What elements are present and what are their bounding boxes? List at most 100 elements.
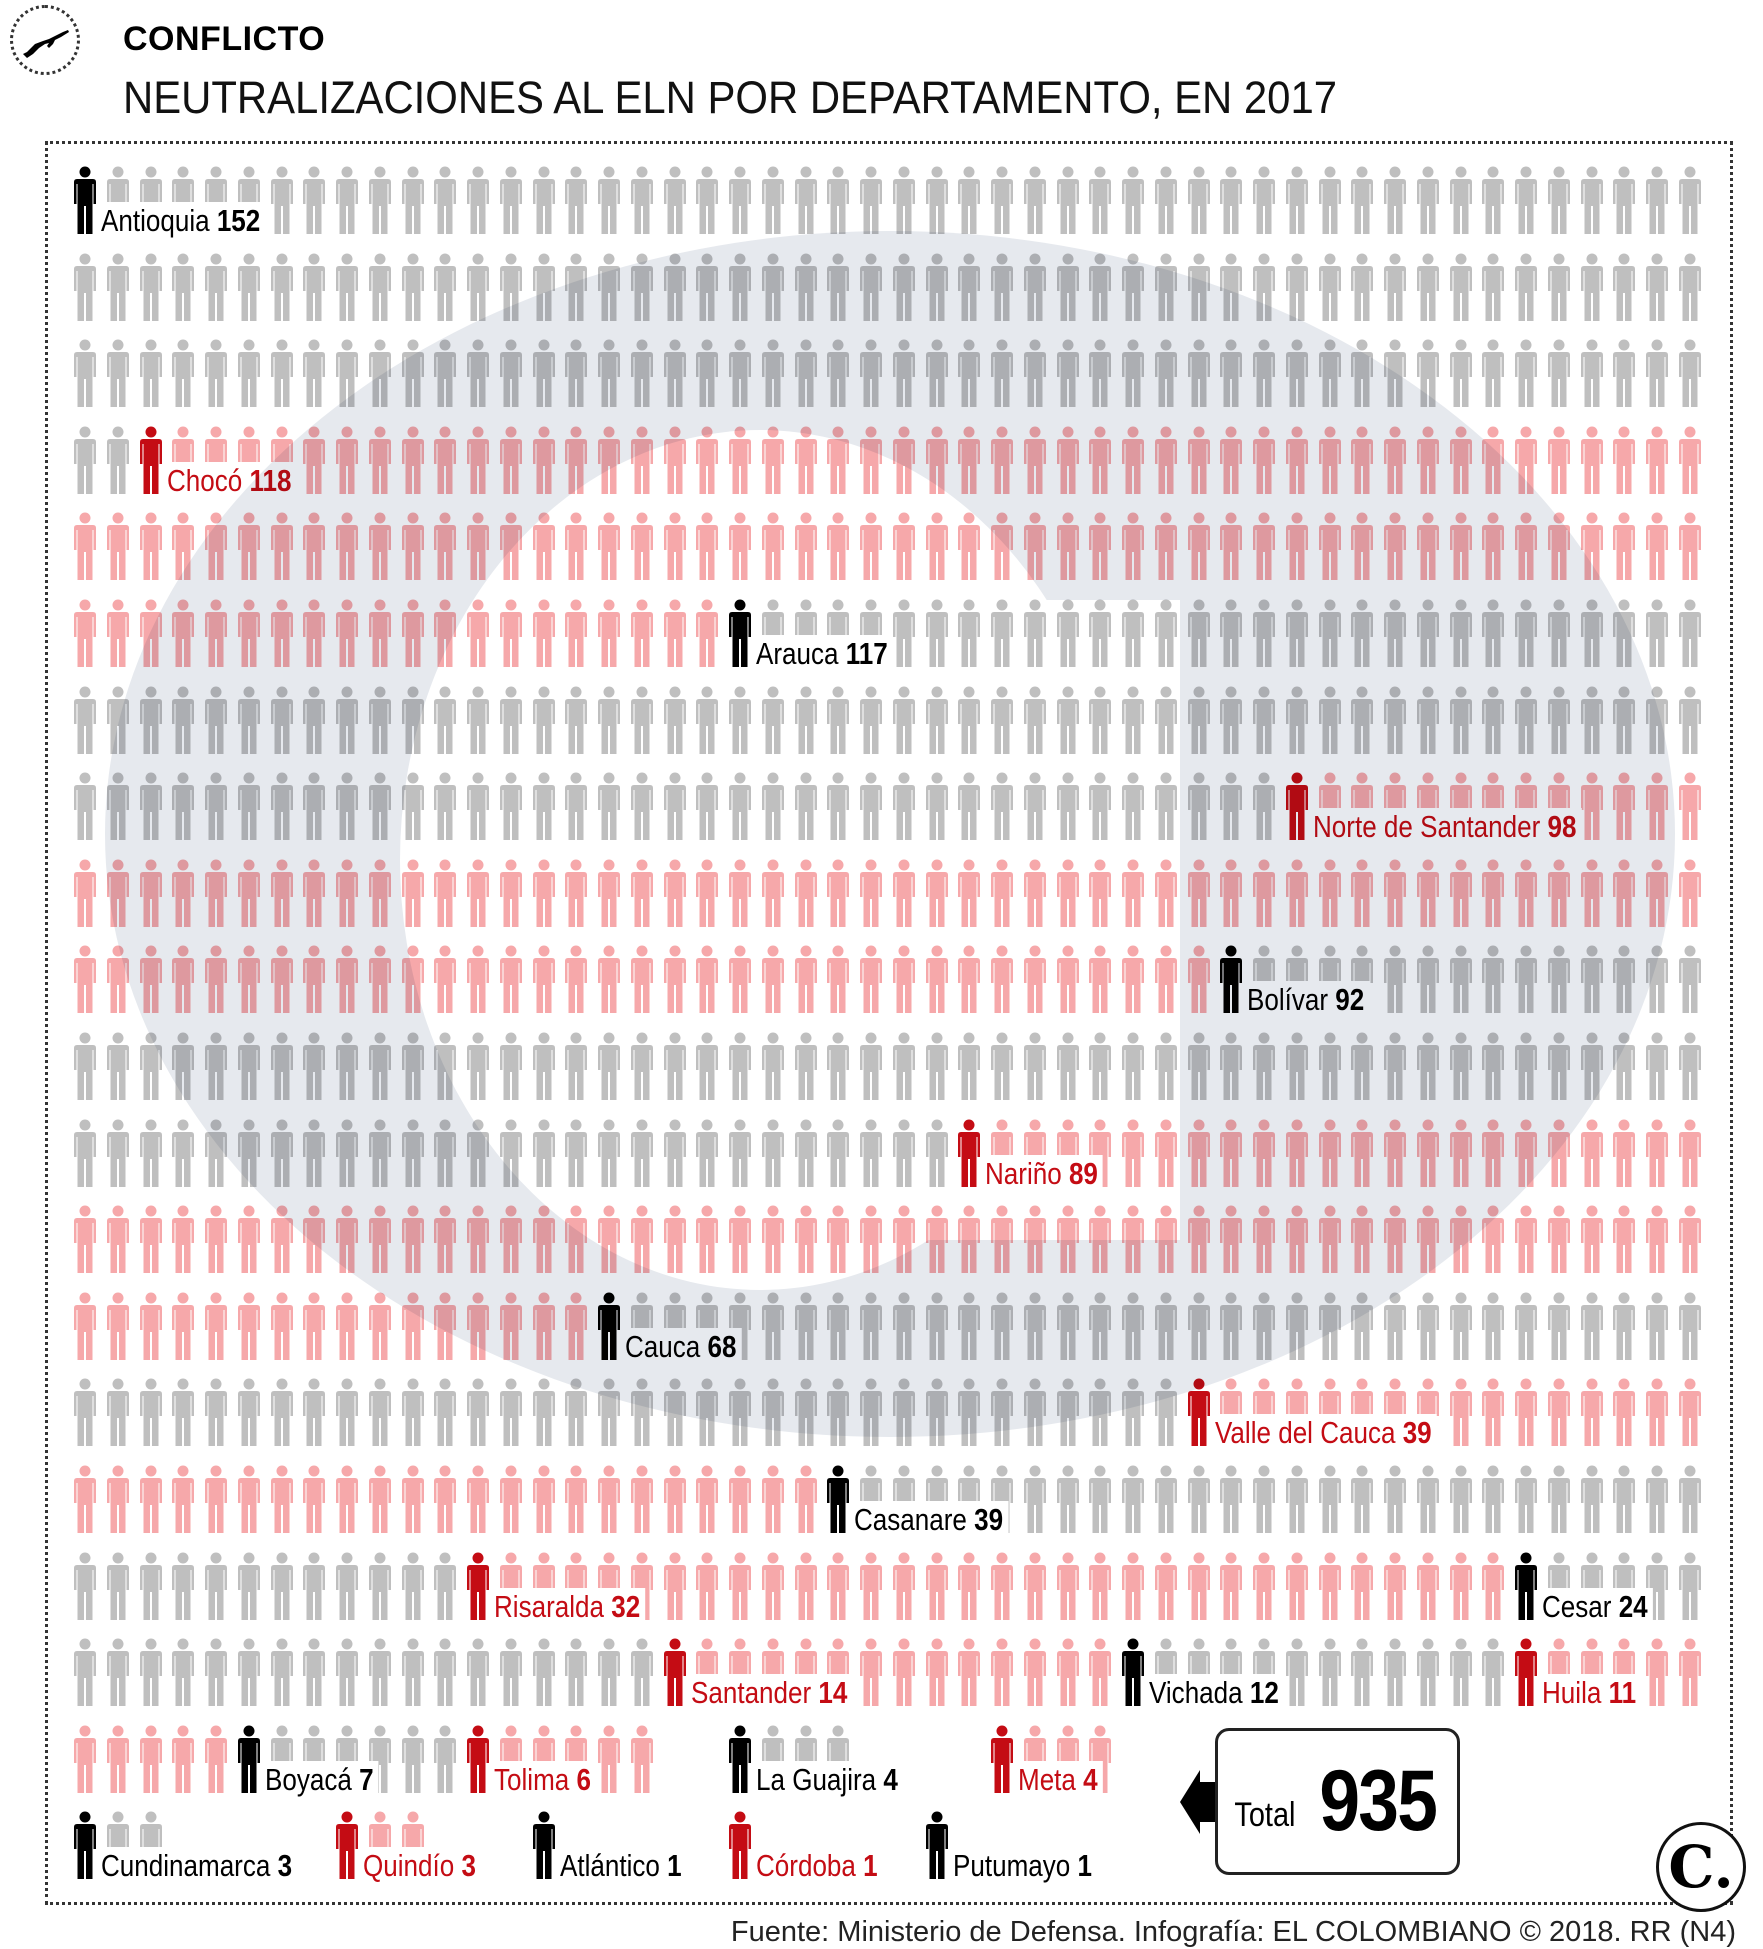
person-icon [1416, 1465, 1439, 1533]
person-icon [1384, 1552, 1406, 1620]
person-icon [434, 1032, 457, 1100]
person-icon [663, 253, 686, 321]
person-icon [1089, 1378, 1112, 1447]
person-icon [696, 945, 719, 1014]
person-icon [761, 1119, 784, 1187]
person-icon [237, 253, 260, 321]
person-icon [336, 1292, 358, 1360]
person-icon [1678, 945, 1701, 1014]
person-icon [860, 166, 882, 234]
person-icon [1416, 599, 1439, 667]
person-icon [1449, 1638, 1472, 1707]
person-icon [761, 1292, 784, 1360]
person-icon [1384, 1032, 1406, 1100]
person-icon [467, 512, 489, 581]
person-icon [1089, 772, 1112, 841]
department-label: Atlántico 1 [559, 1847, 687, 1886]
person-icon [761, 1552, 784, 1620]
person-icon [1416, 945, 1439, 1014]
person-icon [499, 1378, 522, 1447]
person-icon [925, 253, 948, 321]
person-icon [1351, 1205, 1374, 1274]
chart-title: NEUTRALIZACIONES AL ELN POR DEPARTAMENTO… [123, 72, 1337, 123]
person-icon [106, 686, 129, 754]
person-icon [1023, 426, 1046, 494]
person-icon [303, 512, 326, 581]
person-icon [1416, 512, 1439, 581]
person-icon [532, 339, 555, 408]
person-icon [467, 1205, 489, 1274]
person-icon [467, 772, 489, 841]
person-icon [139, 686, 162, 754]
arrow-shaft [1198, 1782, 1216, 1822]
person-icon [1122, 1032, 1144, 1100]
department-name: Antioquia [101, 203, 217, 238]
person-icon [1318, 859, 1341, 927]
person-icon [1253, 339, 1275, 408]
person-icon [1646, 166, 1668, 234]
person-icon [467, 1292, 489, 1360]
department-value: 39 [974, 1502, 1004, 1537]
person-icon [630, 772, 653, 841]
person-icon [1089, 1638, 1112, 1707]
person-icon [1253, 166, 1275, 234]
person-icon [1547, 426, 1570, 494]
department-name: Norte de Santander [1312, 809, 1548, 845]
person-icon [925, 1552, 948, 1620]
person-icon [467, 1378, 489, 1447]
person-icon [172, 945, 195, 1014]
person-icon [991, 1552, 1013, 1620]
person-icon [1187, 512, 1210, 581]
person-icon [205, 945, 227, 1014]
section-kicker: CONFLICTO [123, 20, 326, 58]
person-icon [1613, 1378, 1636, 1447]
person-icon [991, 1032, 1013, 1100]
department-name: Meta [1018, 1761, 1084, 1797]
person-icon [368, 1638, 391, 1707]
person-icon [74, 426, 96, 494]
person-icon [598, 1032, 620, 1100]
source-footer: Fuente: Ministerio de Defensa. Infografí… [730, 1916, 1736, 1948]
department-name: Quindío [363, 1848, 462, 1884]
person-icon [499, 1205, 522, 1274]
person-icon [1187, 772, 1210, 841]
person-icon [499, 1119, 522, 1187]
person-icon [434, 253, 457, 321]
person-icon [925, 859, 948, 927]
person-icon [270, 1378, 293, 1447]
person-icon [1220, 426, 1243, 494]
person-icon [925, 426, 948, 494]
person-icon [74, 686, 96, 754]
person-icon [336, 1119, 358, 1187]
person-icon [205, 1378, 227, 1447]
person-icon [1023, 1552, 1046, 1620]
person-icon [1580, 1205, 1603, 1274]
person-icon [74, 1811, 96, 1880]
department-name: Nariño [985, 1155, 1070, 1191]
person-icon [892, 599, 915, 667]
person-icon [1646, 339, 1668, 408]
person-icon [1646, 1378, 1668, 1447]
total-label: Total [1234, 1796, 1296, 1834]
person-icon [630, 253, 653, 321]
person-icon [565, 1119, 588, 1187]
person-icon [1056, 1378, 1079, 1447]
person-icon [1580, 1119, 1603, 1187]
person-icon [860, 686, 882, 754]
department-label: Huila 11 [1542, 1674, 1642, 1713]
person-icon [1089, 166, 1112, 234]
person-icon [1023, 166, 1046, 234]
person-icon [1678, 1119, 1701, 1187]
person-icon [1154, 859, 1177, 927]
person-icon [1187, 426, 1210, 494]
person-icon [991, 1292, 1013, 1360]
person-icon [958, 1032, 981, 1100]
person-icon [1646, 1465, 1668, 1533]
section-badge [10, 5, 80, 75]
person-icon [1154, 945, 1177, 1014]
person-icon [630, 686, 653, 754]
person-icon [1154, 1205, 1177, 1274]
person-icon [106, 1032, 129, 1100]
person-icon [499, 1638, 522, 1707]
person-icon [1056, 1552, 1079, 1620]
